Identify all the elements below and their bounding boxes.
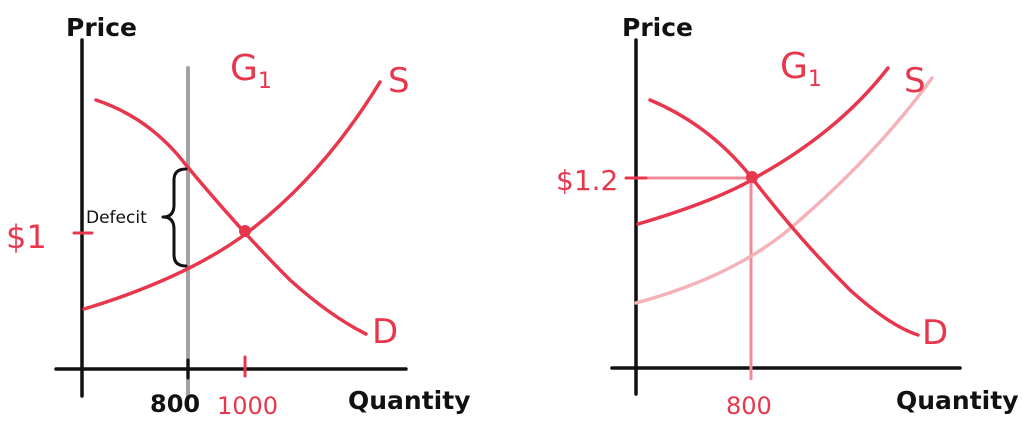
right-curve-set-subscript: 1 xyxy=(808,67,822,92)
right-demand-label: D xyxy=(922,313,948,353)
right-quantity-800-label: 800 xyxy=(726,392,772,420)
right-x-axis-label: Quantity xyxy=(896,386,1019,415)
left-price-tick-label: $1 xyxy=(6,218,47,256)
right-price-tick-label: $1.2 xyxy=(556,164,618,197)
right-y-axis-label: Price xyxy=(622,13,693,42)
left-curve-set-subscript: 1 xyxy=(258,69,272,94)
left-demand-label: D xyxy=(372,312,398,352)
left-panel: Price Quantity G1 S D $1 800 1000 Defeci… xyxy=(6,13,471,420)
right-curve-set-label: G1 xyxy=(780,46,822,92)
left-supply-curve xyxy=(82,80,382,311)
left-y-axis-label: Price xyxy=(66,13,137,42)
right-curve-set-letter: G xyxy=(780,46,808,87)
left-deficit-brace xyxy=(161,167,188,268)
left-demand-curve xyxy=(94,98,368,336)
right-demand-curve xyxy=(648,98,920,337)
right-shifted-supply-curve xyxy=(636,66,890,226)
left-equilibrium-point xyxy=(239,225,251,237)
right-original-supply-curve xyxy=(634,76,934,305)
left-supply-label: S xyxy=(388,61,410,101)
left-quantity-800-label: 800 xyxy=(150,390,200,418)
right-panel: Price Quantity G1 S D $1.2 800 xyxy=(556,13,1019,420)
left-curve-set-letter: G xyxy=(230,48,258,89)
left-curve-set-label: G1 xyxy=(230,48,272,94)
left-x-axis-label: Quantity xyxy=(348,386,471,415)
left-deficit-label: Defecit xyxy=(86,208,147,228)
left-quantity-1000-label: 1000 xyxy=(217,392,278,420)
right-supply-label: S xyxy=(904,61,926,101)
right-equilibrium-point xyxy=(746,171,758,183)
